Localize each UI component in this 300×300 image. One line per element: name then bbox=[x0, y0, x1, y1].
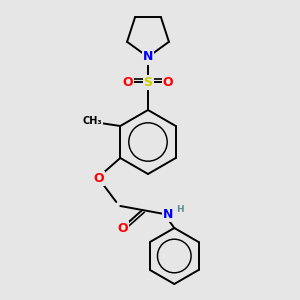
Text: O: O bbox=[117, 221, 128, 235]
Text: S: S bbox=[143, 76, 152, 88]
Text: CH₃: CH₃ bbox=[82, 116, 102, 126]
Text: O: O bbox=[93, 172, 104, 184]
Text: N: N bbox=[143, 50, 153, 64]
Text: N: N bbox=[163, 208, 173, 220]
Text: O: O bbox=[123, 76, 133, 88]
Text: O: O bbox=[163, 76, 173, 88]
Text: H: H bbox=[176, 206, 184, 214]
